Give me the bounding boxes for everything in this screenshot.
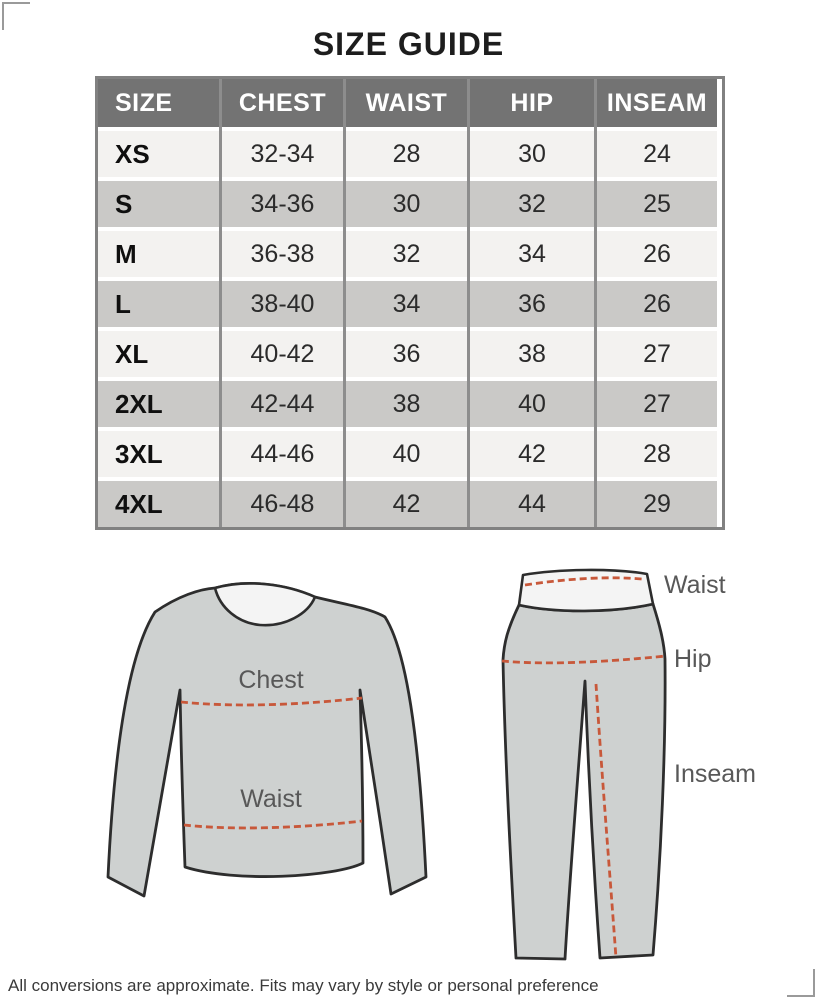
table-column-waist: WAIST 28 30 32 34 36 38 40 42 xyxy=(346,79,470,527)
value-cell: 42 xyxy=(470,431,594,477)
shirt-chest-label: Chest xyxy=(238,666,304,694)
value-cell: 25 xyxy=(597,181,717,227)
value-cell: 40 xyxy=(346,431,467,477)
size-cell: 2XL xyxy=(98,381,219,427)
value-cell: 36-38 xyxy=(222,231,343,277)
leggings-inseam-measure-line xyxy=(594,683,618,959)
shirt-diagram xyxy=(106,582,428,898)
shirt-chest-measure-line xyxy=(180,696,363,707)
leggings-waist-measure-line xyxy=(524,576,643,587)
size-cell: 3XL xyxy=(98,431,219,477)
size-cell: XS xyxy=(98,131,219,177)
shirt-outline xyxy=(106,582,428,898)
value-cell: 26 xyxy=(597,281,717,327)
value-cell: 42-44 xyxy=(222,381,343,427)
value-cell: 40-42 xyxy=(222,331,343,377)
shirt-waist-measure-line xyxy=(183,819,363,830)
leggings-inseam-label: Inseam xyxy=(674,760,756,788)
leggings-diagram xyxy=(501,568,667,961)
footer-note: All conversions are approximate. Fits ma… xyxy=(8,976,599,995)
value-cell: 38 xyxy=(470,331,594,377)
table-column-inseam: INSEAM 24 25 26 26 27 27 28 29 xyxy=(597,79,717,527)
size-table: SIZE XS S M L XL 2XL 3XL 4XL CHEST 32-34 34-36 36-38… xyxy=(95,76,725,530)
page-title: SIZE GUIDE xyxy=(312,26,505,62)
value-cell: 26 xyxy=(597,231,717,277)
value-cell: 36 xyxy=(470,281,594,327)
shirt-neck-opening xyxy=(213,582,317,627)
size-cell: 4XL xyxy=(98,481,219,527)
value-cell: 29 xyxy=(597,481,717,527)
value-cell: 24 xyxy=(597,131,717,177)
value-cell: 30 xyxy=(470,131,594,177)
header-cell-waist: WAIST xyxy=(346,79,467,127)
value-cell: 36 xyxy=(346,331,467,377)
value-cell: 44-46 xyxy=(222,431,343,477)
leggings-hip-label: Hip xyxy=(674,645,712,673)
leggings-waist-label: Waist xyxy=(664,571,726,599)
value-cell: 32 xyxy=(470,181,594,227)
value-cell: 42 xyxy=(346,481,467,527)
size-cell: XL xyxy=(98,331,219,377)
value-cell: 28 xyxy=(346,131,467,177)
value-cell: 38 xyxy=(346,381,467,427)
leggings-waistband xyxy=(517,568,655,613)
size-cell: M xyxy=(98,231,219,277)
value-cell: 27 xyxy=(597,331,717,377)
table-column-size: SIZE XS S M L XL 2XL 3XL 4XL xyxy=(98,79,222,527)
header-cell-inseam: INSEAM xyxy=(597,79,717,127)
table-column-hip: HIP 30 32 34 36 38 40 42 44 xyxy=(470,79,597,527)
header-cell-size: SIZE xyxy=(98,79,219,127)
header-cell-hip: HIP xyxy=(470,79,594,127)
leggings-hip-measure-line xyxy=(501,654,667,665)
leggings-outline xyxy=(501,602,667,961)
value-cell: 30 xyxy=(346,181,467,227)
value-cell: 38-40 xyxy=(222,281,343,327)
header-cell-chest: CHEST xyxy=(222,79,343,127)
size-cell: S xyxy=(98,181,219,227)
value-cell: 28 xyxy=(597,431,717,477)
crop-mark-bottom-right-icon xyxy=(787,969,815,997)
table-column-chest: CHEST 32-34 34-36 36-38 38-40 40-42 42-44 44-46… xyxy=(222,79,346,527)
size-cell: L xyxy=(98,281,219,327)
shirt-waist-label: Waist xyxy=(240,785,302,813)
value-cell: 34-36 xyxy=(222,181,343,227)
value-cell: 46-48 xyxy=(222,481,343,527)
value-cell: 34 xyxy=(346,281,467,327)
value-cell: 32-34 xyxy=(222,131,343,177)
value-cell: 44 xyxy=(470,481,594,527)
value-cell: 34 xyxy=(470,231,594,277)
value-cell: 32 xyxy=(346,231,467,277)
value-cell: 40 xyxy=(470,381,594,427)
crop-mark-top-left-icon xyxy=(2,2,30,30)
value-cell: 27 xyxy=(597,381,717,427)
